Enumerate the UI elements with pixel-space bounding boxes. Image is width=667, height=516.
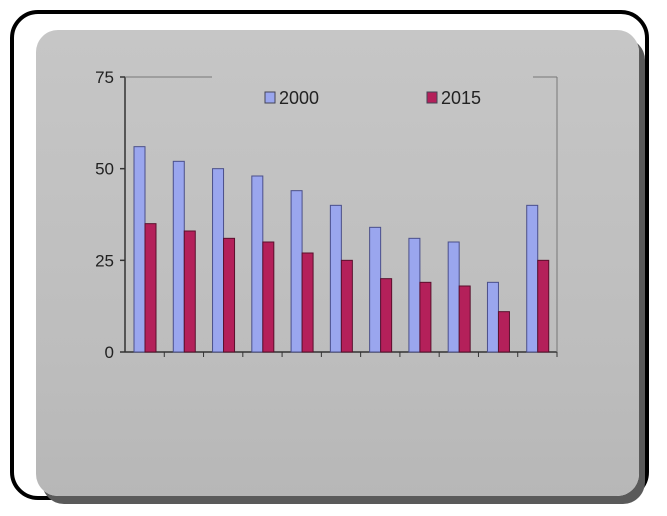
bar-2015: [301, 252, 314, 353]
x-ticks: [163, 352, 558, 357]
bar-2015: [537, 259, 550, 353]
bar-2000: [486, 281, 499, 353]
bar-2015: [458, 285, 471, 353]
legend-swatch-2015: [426, 91, 438, 104]
y-ticks: 0 25 50 75: [95, 68, 125, 362]
bar-2000: [329, 204, 342, 353]
y-tick-label: 25: [95, 251, 114, 270]
bar-2000: [172, 160, 185, 353]
bar-2000: [408, 237, 421, 353]
bar-2000: [290, 190, 303, 353]
bar-2015: [419, 281, 432, 353]
y-tick-label: 50: [95, 160, 114, 179]
bar-2000: [369, 226, 382, 353]
y-tick-label: 0: [105, 343, 114, 362]
bar-2015: [223, 237, 236, 353]
legend-label-2015: 2015: [441, 88, 481, 108]
bar-2000: [526, 204, 539, 353]
legend-label-2000: 2000: [279, 88, 319, 108]
bar-2000: [447, 241, 460, 353]
bars: [133, 146, 550, 353]
bar-2000: [251, 175, 264, 353]
bar-2015: [144, 223, 157, 353]
bar-2000: [212, 168, 225, 353]
bar-2015: [380, 278, 393, 353]
bar-2015: [497, 311, 510, 353]
bar-2015: [262, 241, 275, 353]
bar-2015: [340, 259, 353, 353]
bar-2015: [183, 230, 196, 353]
legend-swatch-2000: [264, 91, 276, 104]
bar-2000: [133, 146, 146, 353]
legend: 2000 2015: [264, 88, 481, 108]
y-tick-label: 75: [95, 68, 114, 87]
